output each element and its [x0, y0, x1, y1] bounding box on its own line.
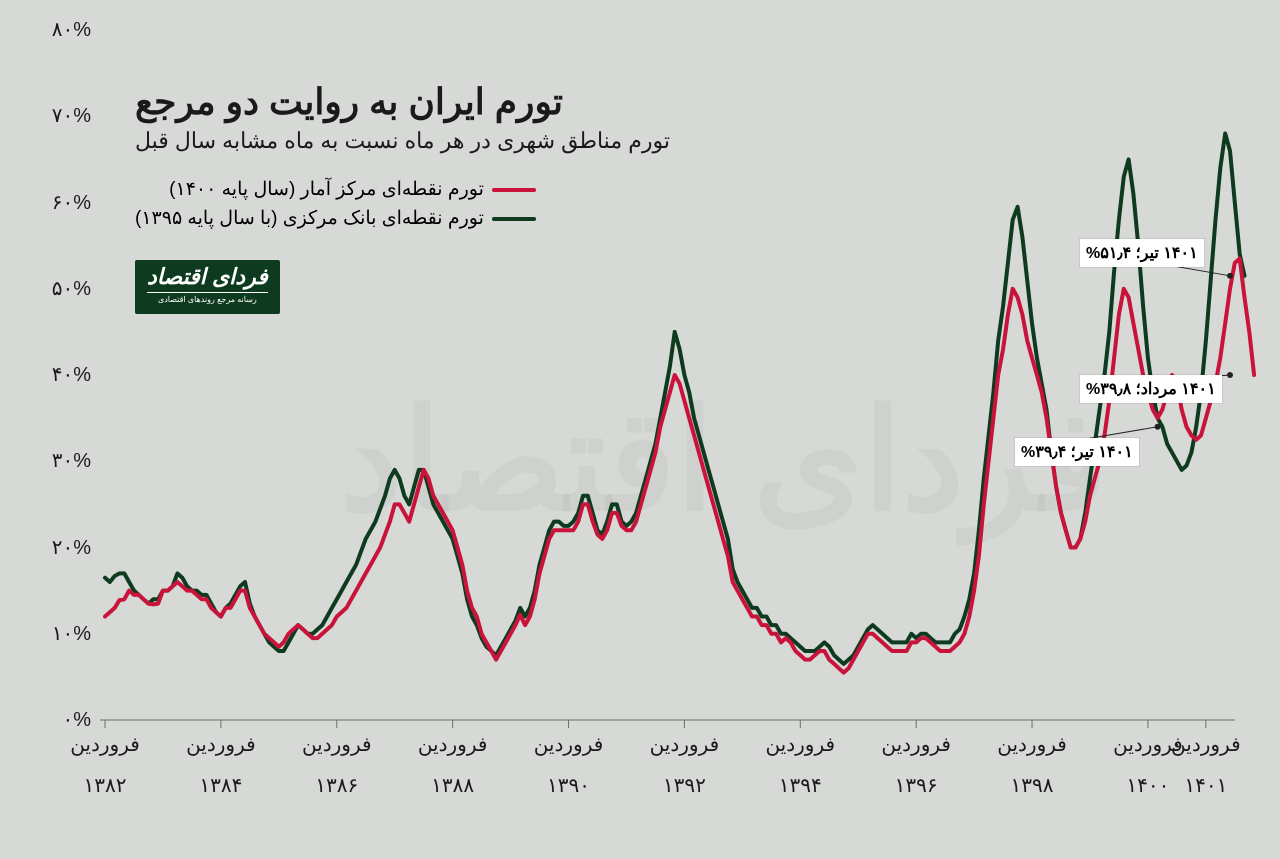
y-axis-label: ۴۰% [52, 362, 91, 387]
y-axis-label: ۳۰% [52, 448, 91, 473]
data-callout: ۱۴۰۱ مرداد؛ ۳۹٫۸% [1080, 375, 1222, 403]
x-axis-label: فروردین۱۳۹۸ [982, 732, 1082, 798]
inflation-comparison-chart: فردای اقتصاد تورم ایران به روایت دو مرجع… [0, 0, 1280, 859]
x-axis-label: فروردین۱۳۸۶ [287, 732, 387, 798]
x-axis-label: فروردین۱۳۸۸ [403, 732, 503, 798]
y-axis-label: ۸۰% [52, 17, 91, 42]
x-axis-label: فروردین۱۳۹۰ [519, 732, 619, 798]
x-axis-label: فروردین۱۳۸۲ [55, 732, 155, 798]
x-axis-label: فروردین۱۴۰۱ [1156, 732, 1256, 798]
y-axis-label: ۶۰% [52, 190, 91, 215]
data-callout: ۱۴۰۱ تیر؛ ۳۹٫۴% [1015, 438, 1139, 466]
x-axis-label: فروردین۱۳۹۶ [866, 732, 966, 798]
y-axis-label: ۰% [62, 707, 91, 732]
callout-connectors [0, 0, 1280, 859]
x-axis-label: فروردین۱۳۹۴ [750, 732, 850, 798]
y-axis-label: ۵۰% [52, 276, 91, 301]
y-axis-label: ۷۰% [52, 103, 91, 128]
y-axis-label: ۲۰% [52, 535, 91, 560]
x-axis-label: فروردین۱۳۹۲ [634, 732, 734, 798]
y-axis-label: ۱۰% [52, 621, 91, 646]
x-axis-label: فروردین۱۳۸۴ [171, 732, 271, 798]
data-callout: ۱۴۰۱ تیر؛ ۵۱٫۴% [1080, 239, 1204, 267]
